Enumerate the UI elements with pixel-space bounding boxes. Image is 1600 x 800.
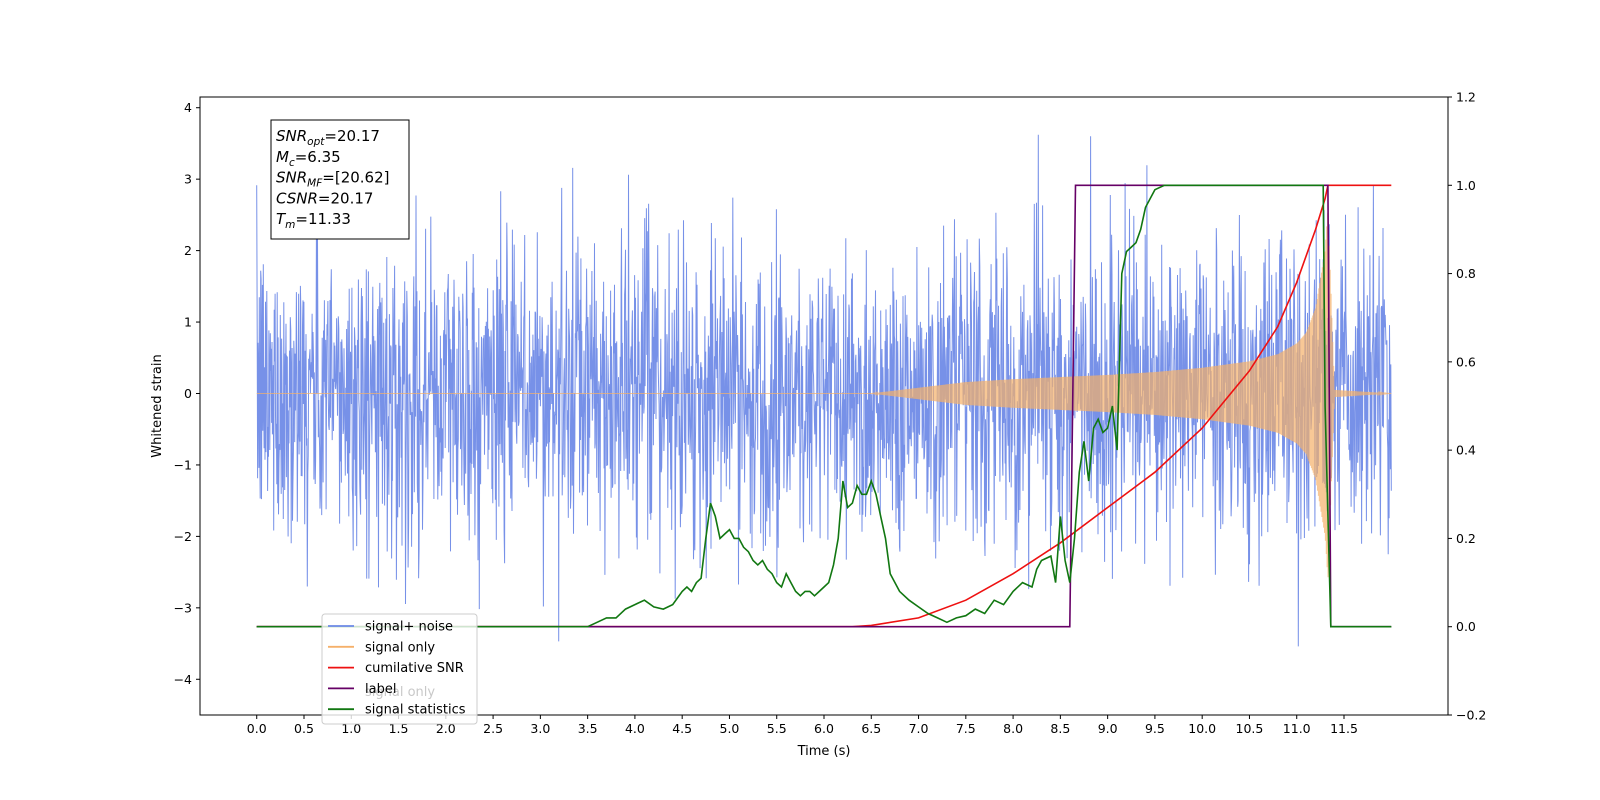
y-tick-label: −1 [174, 457, 192, 472]
x-tick-label: 10.0 [1188, 721, 1216, 736]
annotation-box: SNRopt=20.17Mc=6.35SNRMF=[20.62]CSNR=20.… [270, 119, 410, 240]
y-tick-label: 0 [184, 386, 192, 401]
annotation-line: CSNR=20.17 [276, 189, 373, 207]
y2-tick-label: 0.4 [1456, 443, 1476, 458]
x-tick-label: 1.0 [341, 721, 361, 736]
x-tick-label: 0.0 [247, 721, 267, 736]
x-tick-label: 4.5 [672, 721, 692, 736]
annotation-line: Mc=6.35 [276, 148, 341, 169]
x-tick-label: 10.5 [1236, 721, 1264, 736]
x-tick-label: 7.5 [956, 721, 976, 736]
legend-ghost-text: signal only [365, 685, 435, 700]
x-tick-label: 11.0 [1283, 721, 1311, 736]
annotation-line: SNRopt=20.17 [276, 127, 380, 148]
y-tick-label: −2 [174, 529, 192, 544]
y-tick-label: −4 [174, 672, 192, 687]
y2-tick-label: 0.6 [1456, 354, 1476, 369]
legend-label: cumilative SNR [365, 661, 464, 676]
y2-tick-label: 0.8 [1456, 266, 1476, 281]
y2-tick-label: −0.2 [1456, 708, 1486, 723]
y-axis-label: Whitened strain [150, 354, 165, 457]
annotation-line: Tm=11.33 [276, 210, 351, 231]
x-tick-label: 3.0 [530, 721, 550, 736]
y-tick-label: 2 [184, 243, 192, 258]
x-tick-label: 1.5 [389, 721, 409, 736]
y-axis-right: 1.2 1.0 0.8 0.6 0.4 0.2 0.0 −0.2 [1448, 90, 1486, 723]
x-tick-label: 8.5 [1050, 721, 1070, 736]
y2-tick-label: 1.0 [1456, 178, 1476, 193]
x-tick-label: 3.5 [578, 721, 598, 736]
x-tick-label: 5.0 [720, 721, 740, 736]
x-tick-label: 2.5 [483, 721, 503, 736]
annotation-box-frame [270, 119, 410, 240]
x-tick-label: 0.5 [294, 721, 314, 736]
x-tick-label: 6.5 [861, 721, 881, 736]
legend: signal only signal+ noise signal only cumil… [321, 613, 478, 725]
y2-tick-label: 0.2 [1456, 531, 1476, 546]
y2-tick-label: 1.2 [1456, 90, 1476, 105]
x-tick-label: 11.5 [1330, 721, 1358, 736]
x-axis: 0.0 0.5 1.0 1.5 2.0 2.5 3.0 3.5 4.0 4.5 5.0 5.5 6.0 6… [247, 715, 1358, 736]
annotation-line: SNRMF=[20.62] [276, 169, 390, 190]
x-tick-label: 5.5 [767, 721, 787, 736]
x-tick-label: 7.0 [909, 721, 929, 736]
legend-label: signal statistics [365, 703, 466, 718]
series-signal-statistics [256, 184, 1392, 628]
x-tick-label: 9.0 [1098, 721, 1118, 736]
series-signal-only [256, 213, 1392, 578]
y-tick-label: 3 [184, 172, 192, 187]
y-tick-label: 1 [184, 315, 192, 330]
y-tick-label: −3 [174, 600, 192, 615]
y-axis-left: 4 3 2 1 0 −1 −2 −3 −4 [174, 100, 200, 687]
x-tick-label: 9.5 [1145, 721, 1165, 736]
legend-frame [321, 613, 478, 725]
x-axis-label: Time (s) [797, 744, 851, 759]
x-tick-label: 8.0 [1003, 721, 1023, 736]
legend-label: label [365, 682, 396, 697]
series-cumilative-snr [256, 184, 1392, 628]
x-tick-label: 6.0 [814, 721, 834, 736]
legend-label: signal only [365, 640, 435, 655]
x-tick-label: 2.0 [436, 721, 456, 736]
legend-label: signal+ noise [365, 620, 453, 635]
y2-tick-label: 0.0 [1456, 619, 1476, 634]
x-tick-label: 4.0 [625, 721, 645, 736]
y-tick-label: 4 [184, 100, 192, 115]
plot-area [256, 134, 1392, 647]
